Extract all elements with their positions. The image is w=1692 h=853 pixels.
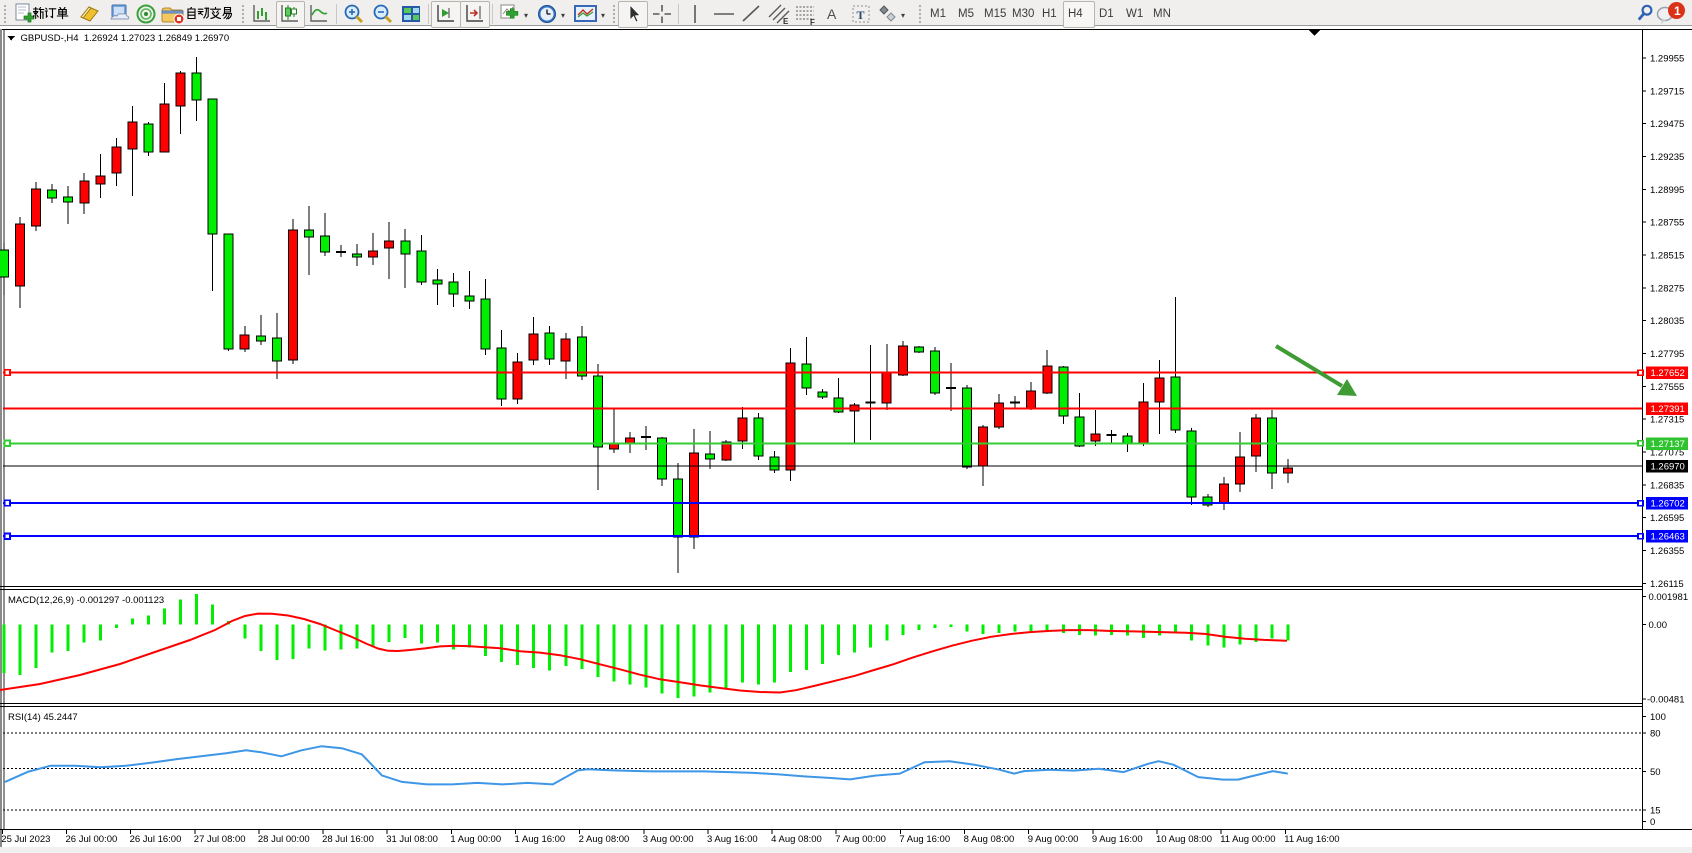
- svg-text:1.29235: 1.29235: [1650, 152, 1684, 163]
- svg-text:15: 15: [1650, 806, 1661, 817]
- svg-text:26 Jul 16:00: 26 Jul 16:00: [130, 834, 182, 845]
- svg-text:3 Aug 16:00: 3 Aug 16:00: [707, 834, 758, 845]
- svg-text:100: 100: [1650, 712, 1666, 723]
- svg-text:28 Jul 16:00: 28 Jul 16:00: [322, 834, 374, 845]
- svg-text:1.29715: 1.29715: [1650, 86, 1684, 97]
- svg-text:1.26702: 1.26702: [1651, 499, 1685, 510]
- svg-text:1.26595: 1.26595: [1650, 513, 1684, 524]
- svg-text:3 Aug 00:00: 3 Aug 00:00: [643, 834, 694, 845]
- svg-text:26 Jul 00:00: 26 Jul 00:00: [66, 834, 118, 845]
- svg-text:1.27137: 1.27137: [1651, 439, 1685, 450]
- svg-text:1.27391: 1.27391: [1651, 404, 1685, 415]
- svg-text:1 Aug 00:00: 1 Aug 00:00: [450, 834, 501, 845]
- svg-text:1.26355: 1.26355: [1650, 546, 1684, 557]
- svg-text:8 Aug 08:00: 8 Aug 08:00: [964, 834, 1015, 845]
- svg-text:1.27075: 1.27075: [1650, 448, 1684, 459]
- svg-text:F: F: [810, 18, 815, 25]
- svg-text:11 Aug 00:00: 11 Aug 00:00: [1220, 834, 1275, 845]
- svg-text:1.26835: 1.26835: [1650, 480, 1684, 491]
- svg-text:9 Aug 00:00: 9 Aug 00:00: [1028, 834, 1079, 845]
- svg-text:MACD(12,26,9) -0.001297 -0.001: MACD(12,26,9) -0.001297 -0.001123: [8, 595, 164, 606]
- svg-text:9 Aug 16:00: 9 Aug 16:00: [1092, 834, 1143, 845]
- svg-text:25 Jul 2023: 25 Jul 2023: [1, 834, 50, 845]
- svg-text:1.28755: 1.28755: [1650, 218, 1684, 229]
- svg-text:0.001981: 0.001981: [1649, 592, 1689, 603]
- svg-text:T: T: [857, 8, 865, 22]
- svg-text:1.28275: 1.28275: [1650, 283, 1684, 294]
- svg-text:80: 80: [1650, 729, 1661, 740]
- svg-text:31 Jul 08:00: 31 Jul 08:00: [386, 834, 438, 845]
- svg-text:E: E: [783, 17, 789, 25]
- svg-text:7 Aug 00:00: 7 Aug 00:00: [835, 834, 886, 845]
- svg-text:1.26970: 1.26970: [1651, 462, 1685, 473]
- svg-text:1.27652: 1.27652: [1651, 368, 1685, 379]
- svg-text:50: 50: [1650, 767, 1661, 778]
- svg-text:2 Aug 08:00: 2 Aug 08:00: [579, 834, 630, 845]
- svg-text:1.28515: 1.28515: [1650, 251, 1684, 262]
- svg-text:1.29475: 1.29475: [1650, 119, 1684, 130]
- svg-text:1.26115: 1.26115: [1650, 579, 1684, 590]
- svg-text:GBPUSD-,H4 1.26924 1.27023 1.: GBPUSD-,H4 1.26924 1.27023 1.26849 1.269…: [21, 33, 230, 44]
- svg-text:1.28035: 1.28035: [1650, 316, 1684, 327]
- svg-text:1.26463: 1.26463: [1651, 532, 1685, 543]
- svg-text:-0.00481: -0.00481: [1647, 695, 1685, 706]
- svg-text:1.29955: 1.29955: [1650, 54, 1684, 65]
- svg-text:11 Aug 16:00: 11 Aug 16:00: [1284, 834, 1339, 845]
- svg-text:4 Aug 08:00: 4 Aug 08:00: [771, 834, 822, 845]
- svg-text:1.27555: 1.27555: [1650, 382, 1684, 393]
- svg-text:1 Aug 16:00: 1 Aug 16:00: [515, 834, 566, 845]
- svg-text:28 Jul 00:00: 28 Jul 00:00: [258, 834, 310, 845]
- svg-text:RSI(14) 45.2447: RSI(14) 45.2447: [8, 712, 78, 723]
- svg-text:7 Aug 16:00: 7 Aug 16:00: [899, 834, 950, 845]
- svg-text:1.27795: 1.27795: [1650, 349, 1684, 360]
- svg-text:10 Aug 08:00: 10 Aug 08:00: [1156, 834, 1212, 845]
- svg-text:1.28995: 1.28995: [1650, 185, 1684, 196]
- svg-text:1.27315: 1.27315: [1650, 415, 1684, 426]
- svg-text:0.00: 0.00: [1649, 620, 1668, 631]
- svg-text:0: 0: [1650, 817, 1655, 828]
- svg-text:27 Jul 08:00: 27 Jul 08:00: [194, 834, 246, 845]
